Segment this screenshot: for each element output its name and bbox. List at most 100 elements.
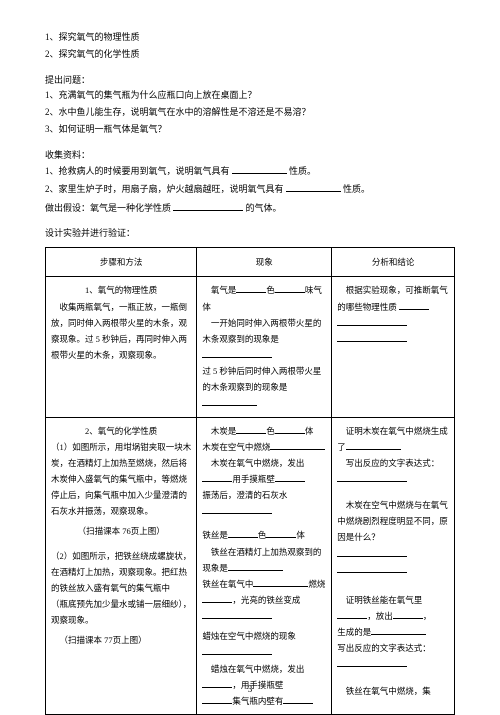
- c3: [337, 546, 407, 557]
- r1c2d: 一开始同时伸入两根带火星的木条观察到的现象是: [202, 318, 321, 344]
- r2c2g: 振荡后，澄清的石灰水: [202, 490, 287, 500]
- questions-title: 提出问题：: [45, 73, 455, 88]
- question-1: 1、充满氧气的集气瓶为什么应瓶口向上放在桌面上？: [45, 88, 455, 103]
- c2: [337, 471, 407, 482]
- r1c3a: 根据实验现象，可推断氧气的哪些物理性质: [337, 285, 448, 311]
- r2c2-l13: 蜡烛在氧气中燃烧，发出: [202, 661, 326, 677]
- r1c2: 氧气是色味气体 一开始同时伸入两根带火星的木条观察到的现象是 过 5 秒钟后同时…: [197, 277, 332, 417]
- th-analysis: 分析和结论: [332, 248, 455, 277]
- r2c3e: ，放出: [367, 611, 393, 621]
- r2c3-l8: 生成的是: [337, 624, 449, 640]
- r2c1-a: （1）如图所示，用坩埚钳夹取一块木炭，在酒精灯上加热至燃烧，然后将木炭伸入盛氧气…: [51, 439, 191, 520]
- r2c3-l7: 证明铁丝能在氧气里: [337, 592, 449, 608]
- r1c2-l3: 过 5 秒钟后同时伸入两根带火星的木条观察到的现象是: [202, 363, 326, 411]
- b12b: [202, 644, 272, 655]
- r2c2j: 体: [296, 530, 305, 540]
- r1c3-l2: [337, 315, 449, 331]
- r2c2-l4: 用手摸瓶壁: [202, 471, 326, 487]
- r1c3-l1: 根据实验现象，可推断氧气的哪些物理性质: [337, 282, 449, 314]
- c6: [393, 608, 423, 619]
- r2c2m: 燃烧: [308, 579, 325, 589]
- r2c2-l7: 铁丝是 色 体: [202, 527, 326, 543]
- r2c2-l12b: [202, 644, 326, 660]
- r2c3g: 写出反应的文字表达式：: [337, 643, 431, 653]
- th-steps: 步骤和方法: [46, 248, 197, 277]
- blank-c1: [232, 163, 287, 174]
- b4: [202, 471, 232, 482]
- r2c2-l9: 铁丝在氧气中 燃烧: [202, 576, 326, 592]
- r1c3-l3: [337, 331, 449, 347]
- b5: [275, 471, 305, 482]
- r2c1-title: 2、氧气的化学性质: [51, 423, 191, 439]
- r2c3-l6: [337, 562, 449, 578]
- collect-1b: 性质。: [289, 166, 316, 176]
- r2c3-l1: 证明木炭在氧气中燃烧生成了: [337, 423, 449, 455]
- r2c3f: 生成的是: [337, 627, 371, 637]
- blank-r1-3: [202, 347, 272, 358]
- r2c2n: ，光亮的铁丝变成: [232, 595, 300, 605]
- r2c2-l12: 蜡烛在空气中燃烧的现象: [202, 628, 326, 644]
- r1c2a: 氧气是: [211, 285, 237, 295]
- r2c2: 木炭是色体 木炭在空气中燃烧 木炭在氧气中燃烧，发出 用手摸瓶壁 振荡后，澄清的…: [197, 417, 332, 714]
- b6: [202, 503, 272, 514]
- th-phenomena: 现象: [197, 248, 332, 277]
- r2c2h: 铁丝是: [202, 530, 228, 540]
- r2c2-l8: 铁丝在酒精灯上加热观察到的现象是: [202, 544, 326, 576]
- r1c2-l1: 氧气是色味气体: [202, 282, 326, 314]
- r2c1-b: （2）如图所示，把铁丝绕成螺旋状，在酒精灯上加热，观察现象。把红热的铁丝放入盛有…: [51, 548, 191, 596]
- b7: [228, 527, 258, 538]
- collect-3a: 做出假设：氧气是一种化学性质: [45, 203, 171, 213]
- r2c3d: 证明铁丝能在氧气里: [346, 595, 423, 605]
- blank-r1-6: [337, 315, 407, 326]
- r2c2i: 色: [258, 530, 267, 540]
- r2c2f: 用手摸瓶壁: [232, 474, 275, 484]
- intro-line1: 1、探究氧气的物理性质: [45, 30, 455, 45]
- collect-2b: 性质。: [343, 184, 370, 194]
- question-2: 2、水中鱼儿能生存，说明氧气在水中的溶解性是不溶还是不易溶？: [45, 105, 455, 120]
- r2c2c: 体: [305, 426, 314, 436]
- r2c3b: 写出反应的文字表达式：: [346, 458, 440, 468]
- blank-r1-7: [337, 331, 407, 342]
- r2c2d: 木炭在空气中燃烧: [202, 442, 270, 452]
- table-header-row: 步骤和方法 现象 分析和结论: [46, 248, 455, 277]
- r2c2-l5: 振荡后，澄清的石灰水: [202, 487, 326, 503]
- b11: [202, 592, 232, 603]
- b3: [270, 439, 325, 450]
- b10: [253, 576, 308, 587]
- r2c2-l3: 木炭在氧气中燃烧，发出: [202, 455, 326, 471]
- r2c2e: 木炭在氧气中燃烧，发出: [211, 458, 305, 468]
- r2c3-l4: 木炭在空气中燃烧与在氧气中燃烧剧烈程度明显不同，原因是什么？: [337, 497, 449, 545]
- page-number: 3: [0, 682, 500, 697]
- b1: [236, 423, 266, 434]
- collect-title: 收集资料：: [45, 148, 455, 163]
- experiment-table: 步骤和方法 现象 分析和结论 1、氧气的物理性质 收集两瓶氧气，一瓶正放，一瓶倒…: [45, 247, 455, 715]
- b2: [275, 423, 305, 434]
- r2c2-l10: ，光亮的铁丝变成: [202, 592, 326, 608]
- r1c2-l2: 一开始同时伸入两根带火星的木条观察到的现象是: [202, 315, 326, 363]
- question-3: 3、如何证明一瓶气体是氧气？: [45, 122, 455, 137]
- r2c3: 证明木炭在氧气中燃烧生成了 写出反应的文字表达式： 木炭在空气中燃烧与在氧气中燃…: [332, 417, 455, 714]
- r1c3: 根据实验现象，可推断氧气的哪些物理性质: [332, 277, 455, 417]
- collect-3b: 的气体。: [246, 203, 282, 213]
- c1: [346, 439, 401, 450]
- collect-3: 做出假设：氧气是一种化学性质 的气体。: [45, 200, 455, 216]
- r1c2e: 过 5 秒钟后同时伸入两根带火星的木条观察到的现象是: [202, 366, 321, 392]
- r2c1: 2、氧气的化学性质 （1）如图所示，用坩埚钳夹取一块木炭，在酒精灯上加热至燃烧，…: [46, 417, 197, 714]
- r2c1-ref2: （扫描课本 77页上图）: [51, 632, 191, 648]
- r2c3-l5: [337, 546, 449, 562]
- r2c2p: 蜡烛在氧气中燃烧，发出: [211, 664, 305, 674]
- c8: [337, 656, 407, 667]
- r1c1-body: 收集两瓶氧气，一瓶正放，一瓶倒放，同时伸入两根带火星的木条，观察现象。过 5 秒…: [51, 299, 191, 364]
- r1c1: 1、氧气的物理性质 收集两瓶氧气，一瓶正放，一瓶倒放，同时伸入两根带火星的木条，…: [46, 277, 197, 417]
- blank-r1-4: [202, 395, 257, 406]
- r2c2-l2: 木炭在空气中燃烧: [202, 439, 326, 455]
- collect-1: 1、抢救病人的时候要用到氧气，说明氧气具有 性质。: [45, 163, 455, 179]
- collect-2: 2、家里生炉子时，用扇子扇，炉火越扇越旺，说明氧气具有 性质。: [45, 181, 455, 197]
- blank-r1-1: [236, 282, 266, 293]
- r2c3-l7b: ，放出，: [337, 608, 449, 624]
- r2c3-l10: [337, 656, 449, 672]
- collect-1a: 1、抢救病人的时候要用到氧气，说明氧气具有: [45, 166, 230, 176]
- r2c1-c: （瓶底预先加少量水或铺一层细纱），观察现象。: [51, 596, 191, 628]
- r2c2l: 铁丝在氧气中: [202, 579, 253, 589]
- r2c1-ref1: （扫描课本 76页上图）: [51, 523, 191, 539]
